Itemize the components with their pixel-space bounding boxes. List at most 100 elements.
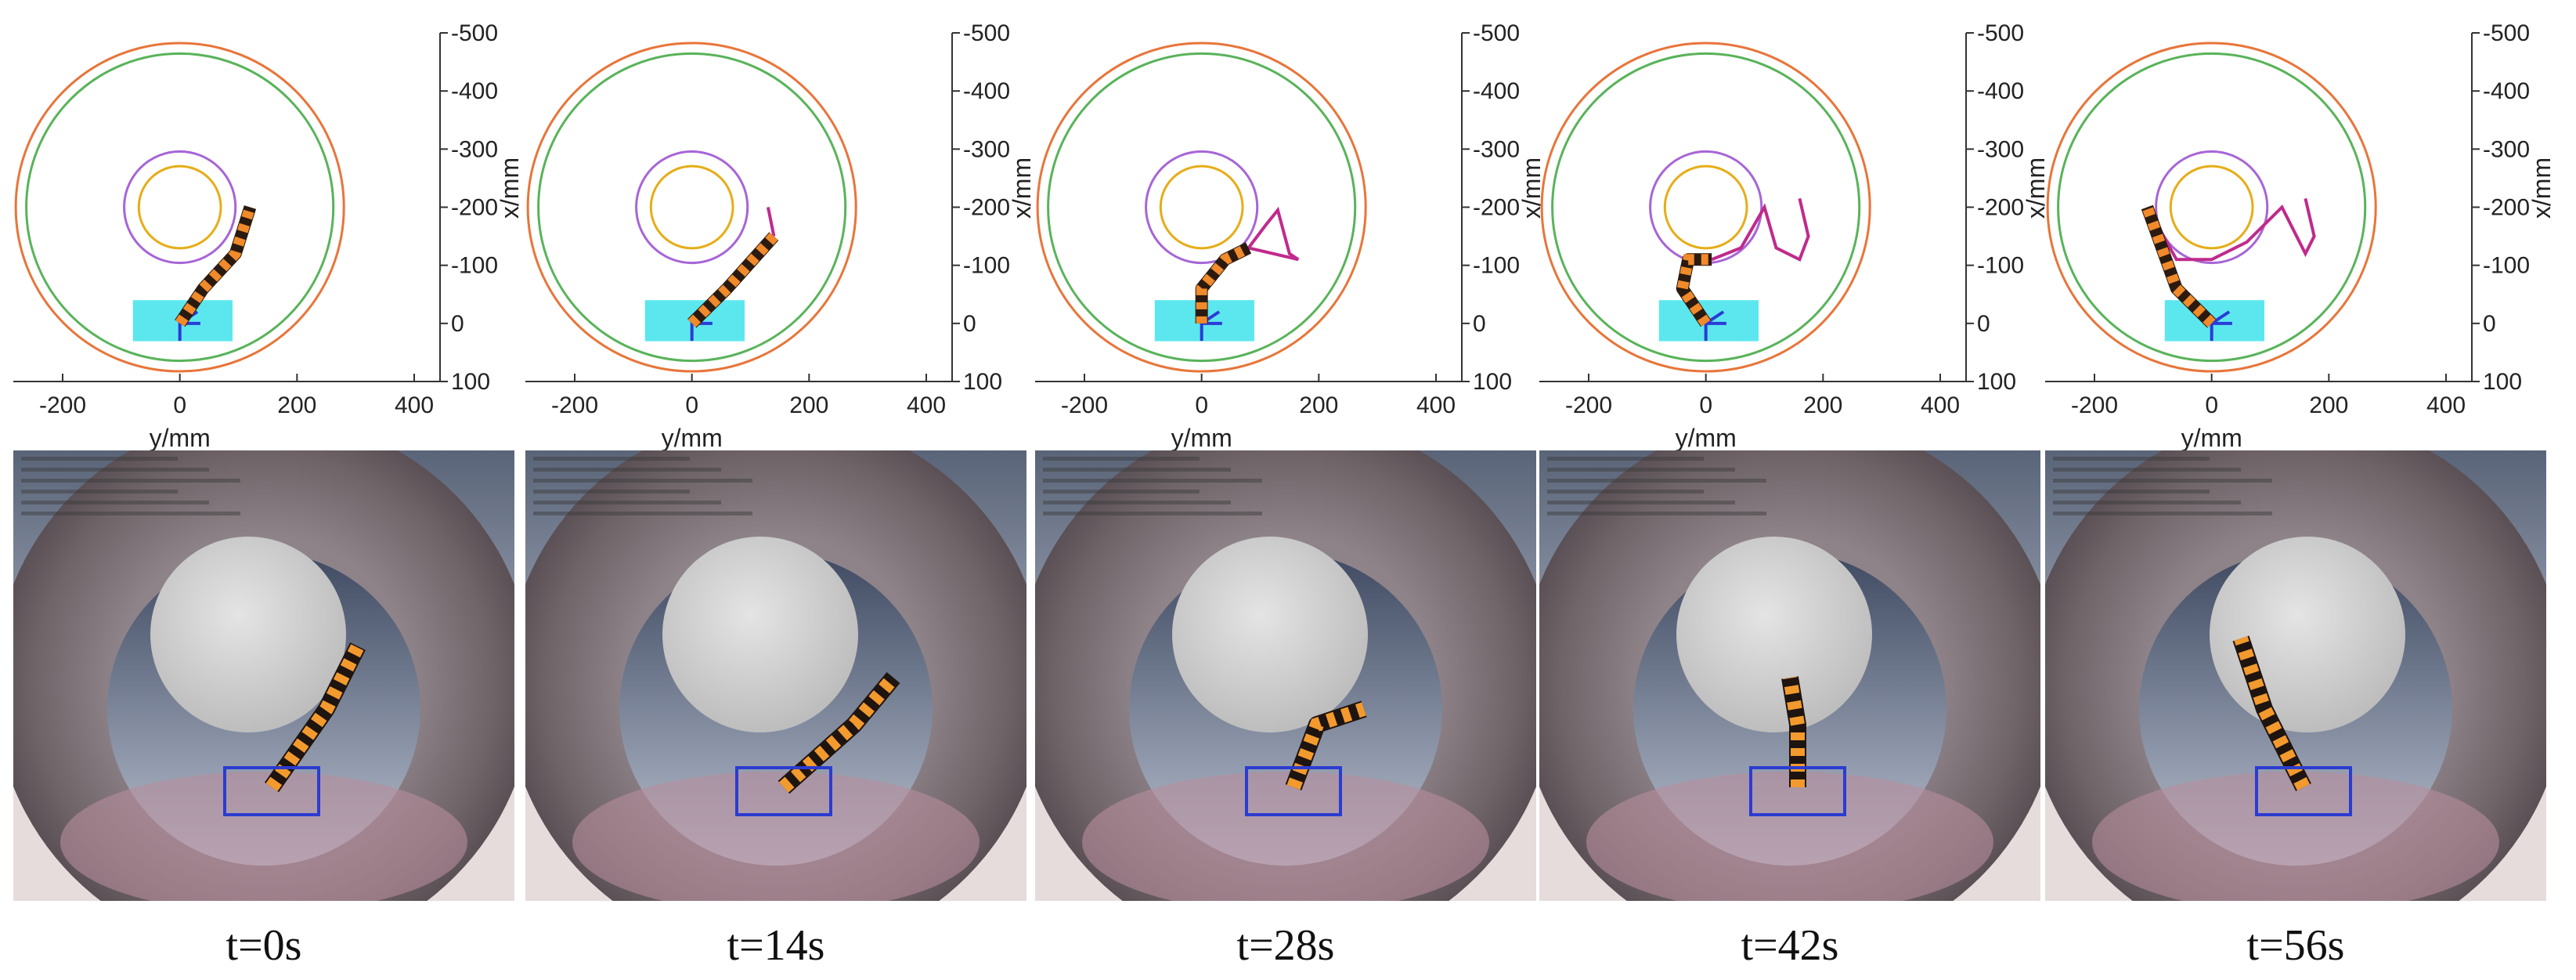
v-tick-label: -500 [963,20,1010,46]
info-text-line [21,457,178,461]
workspace-circle [1663,165,1748,250]
sim-base [1749,766,1846,816]
v-tick-label: -300 [451,136,498,162]
info-text-line [21,501,209,504]
time-label: t=0s [226,921,302,970]
h-tick-label: 400 [907,392,946,418]
v-tick-label: -300 [963,136,1010,162]
workspace-circle [1036,42,1367,373]
time-label: t=42s [1741,921,1839,970]
v-tick-label: 0 [963,311,976,337]
sim-robot-body [2232,635,2311,791]
sim-base [735,766,832,816]
info-text-line [21,512,240,515]
v-tick-label: -100 [451,253,498,279]
info-text-line [2053,468,2241,472]
workspace-circle [1145,150,1259,265]
h-tick-label: 400 [395,392,434,418]
info-text-line [1547,457,1704,461]
h-tick-label: 400 [1921,392,1960,418]
h-tick-label: 200 [1803,392,1842,418]
info-text-line [1547,468,1735,472]
screenshot-content [13,450,514,901]
v-tick-label: -200 [451,195,498,221]
h-tick-label: 0 [173,392,186,418]
v-tick-label: 100 [2483,369,2522,395]
tip-trajectory [2145,197,2316,262]
info-text-line [21,479,240,483]
v-tick-label: -200 [1977,195,2024,221]
robot-stripes [1676,254,1712,327]
robot-stripes [2141,205,2216,327]
info-text-line [21,490,178,494]
simulation-screenshot [13,450,514,901]
h-axis-label: y/mm [1676,424,1737,452]
h-tick-label: 400 [2426,392,2466,418]
v-tick-label: 0 [1977,311,1990,337]
workspace-circle [1159,165,1244,250]
h-tick-label: 0 [685,392,698,418]
v-tick-label: -500 [451,20,498,46]
v-tick-label: -400 [2483,78,2530,104]
tunnel-floor [60,772,467,901]
v-tick-label: 100 [1473,369,1512,395]
screenshot-content [525,450,1026,901]
info-text-line [2053,479,2272,483]
screenshot-content [1035,450,1536,901]
v-axis-label: x/mm [496,157,524,219]
info-text-line [533,479,752,483]
screenshot-content [2045,450,2546,901]
simulation-screenshot [1539,450,2040,901]
v-tick-label: 0 [451,311,464,337]
h-tick-label: 400 [1416,392,1456,418]
v-axis-label: x/mm [2527,157,2556,219]
workspace-circle [14,42,345,373]
v-tick-label: 0 [2483,311,2496,337]
tip-trajectory [1247,206,1300,262]
v-tick-label: -500 [2483,20,2530,46]
info-text-line [533,490,690,494]
v-tick-label: -500 [1977,20,2024,46]
v-tick-label: -400 [1473,78,1520,104]
workspace-circle [635,150,749,265]
info-text-line [2053,457,2210,461]
v-tick-label: 100 [963,369,1002,395]
v-tick-label: -300 [2483,136,2530,162]
h-tick-label: 0 [2205,392,2218,418]
info-text-line [1547,501,1735,504]
v-tick-label: -400 [963,78,1010,104]
h-tick-label: 200 [1299,392,1338,418]
info-text-line [1043,479,1262,483]
sim-robot-stripes [265,642,365,792]
screenshot-content [1539,450,2040,901]
info-text-line [1547,490,1704,494]
tunnel-floor [2092,772,2499,901]
sim-base [1245,766,1342,816]
v-tick-label: -100 [2483,253,2530,279]
sim-base [223,766,320,816]
robot-stripes [687,232,778,327]
v-tick-label: -300 [1473,136,1520,162]
v-tick-label: -300 [1977,136,2024,162]
tunnel-floor [1082,772,1489,901]
info-text-line [21,468,209,472]
info-text-line [533,457,690,461]
v-tick-label: -100 [1473,253,1520,279]
v-tick-label: -400 [1977,78,2024,104]
h-axis-label: y/mm [2181,424,2242,452]
tunnel-floor [572,772,980,901]
info-text-line [1547,479,1766,483]
base-frame [2210,310,2232,342]
info-text-line [1043,501,1231,504]
v-tick-label: -400 [451,78,498,104]
h-tick-label: 0 [1699,392,1712,418]
time-label: t=14s [727,921,825,970]
simulation-screenshot [2045,450,2546,901]
h-tick-label: 200 [789,392,828,418]
sphere [150,537,346,732]
